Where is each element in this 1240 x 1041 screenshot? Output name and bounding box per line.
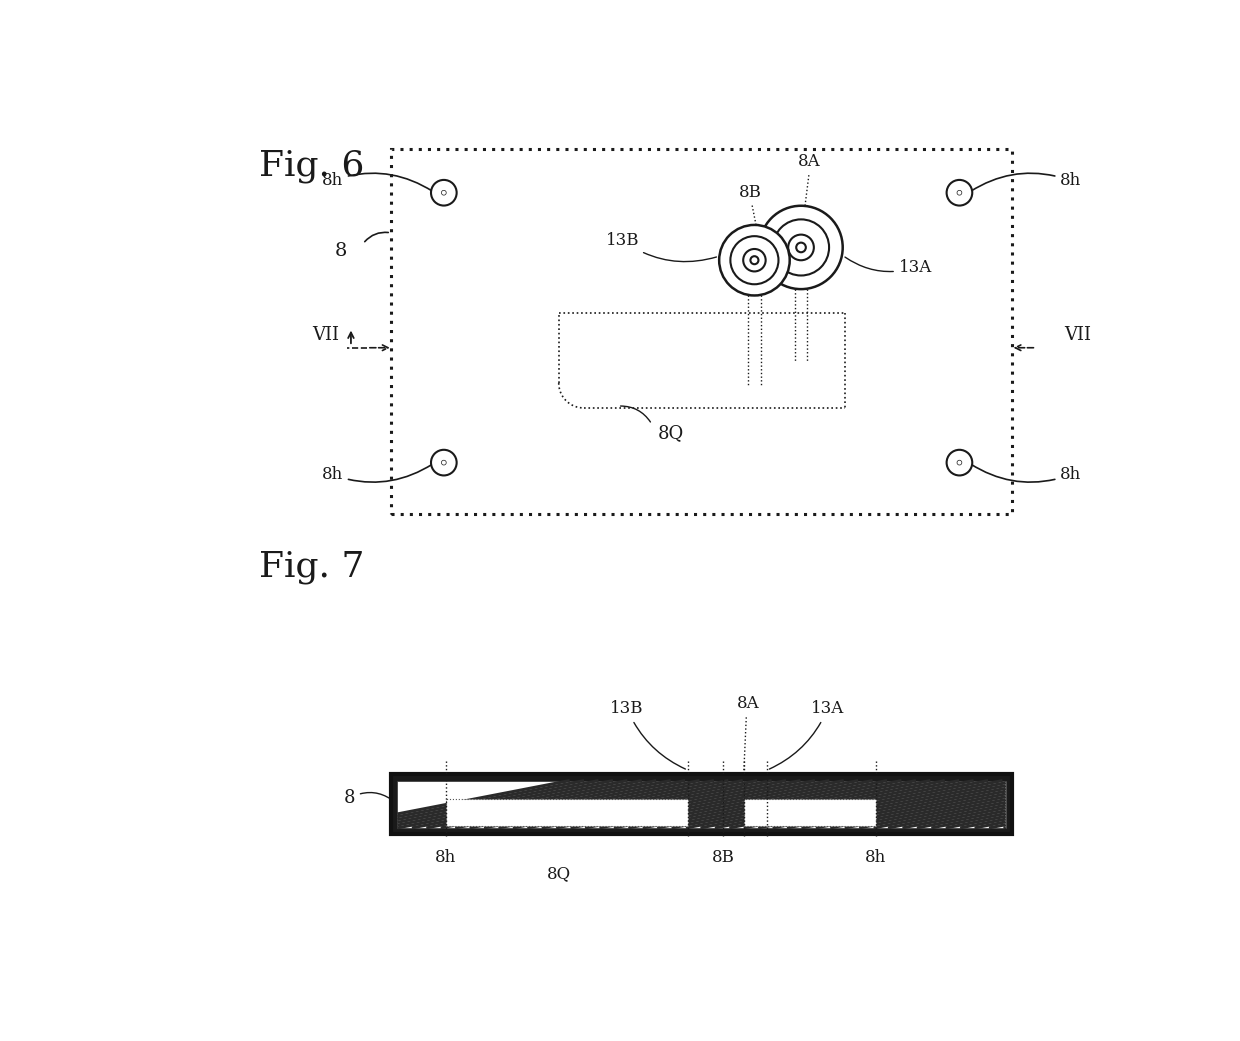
Text: Fig. 7: Fig. 7: [259, 550, 365, 584]
Text: 8: 8: [343, 789, 396, 807]
Circle shape: [719, 225, 790, 296]
Bar: [391, 149, 1012, 513]
Text: 8Q: 8Q: [547, 865, 570, 882]
Text: 8A: 8A: [797, 153, 821, 170]
Circle shape: [957, 191, 962, 195]
Circle shape: [432, 180, 456, 205]
Text: 8h: 8h: [321, 464, 433, 483]
Circle shape: [946, 450, 972, 476]
Circle shape: [759, 206, 843, 289]
Circle shape: [789, 234, 813, 260]
Text: 13B: 13B: [610, 701, 686, 769]
Circle shape: [946, 180, 972, 205]
Text: 8h: 8h: [435, 848, 456, 866]
Circle shape: [750, 256, 759, 264]
Text: 8h: 8h: [866, 848, 887, 866]
Text: 8B: 8B: [712, 848, 735, 866]
Text: 13A: 13A: [769, 701, 844, 769]
Bar: [445, 798, 688, 826]
Text: 8h: 8h: [321, 172, 433, 192]
Circle shape: [441, 191, 446, 195]
Text: 8: 8: [335, 243, 347, 260]
Text: 8A: 8A: [737, 694, 759, 712]
Text: 13A: 13A: [844, 257, 932, 276]
Circle shape: [957, 460, 962, 465]
Circle shape: [730, 236, 779, 284]
Text: 13B: 13B: [605, 232, 717, 261]
Bar: [391, 775, 1012, 834]
Circle shape: [432, 450, 456, 476]
Circle shape: [773, 220, 830, 276]
Circle shape: [743, 249, 765, 272]
Text: Fig. 6: Fig. 6: [259, 149, 365, 183]
Text: 8h: 8h: [971, 172, 1081, 192]
Circle shape: [796, 243, 806, 252]
Circle shape: [441, 460, 446, 465]
Text: 8Q: 8Q: [657, 425, 683, 442]
Text: 8B: 8B: [739, 184, 761, 201]
Bar: [398, 781, 1006, 828]
Text: 8h: 8h: [971, 464, 1081, 483]
Text: VII: VII: [1064, 326, 1091, 344]
Text: VII: VII: [312, 326, 339, 344]
Bar: [744, 798, 875, 826]
